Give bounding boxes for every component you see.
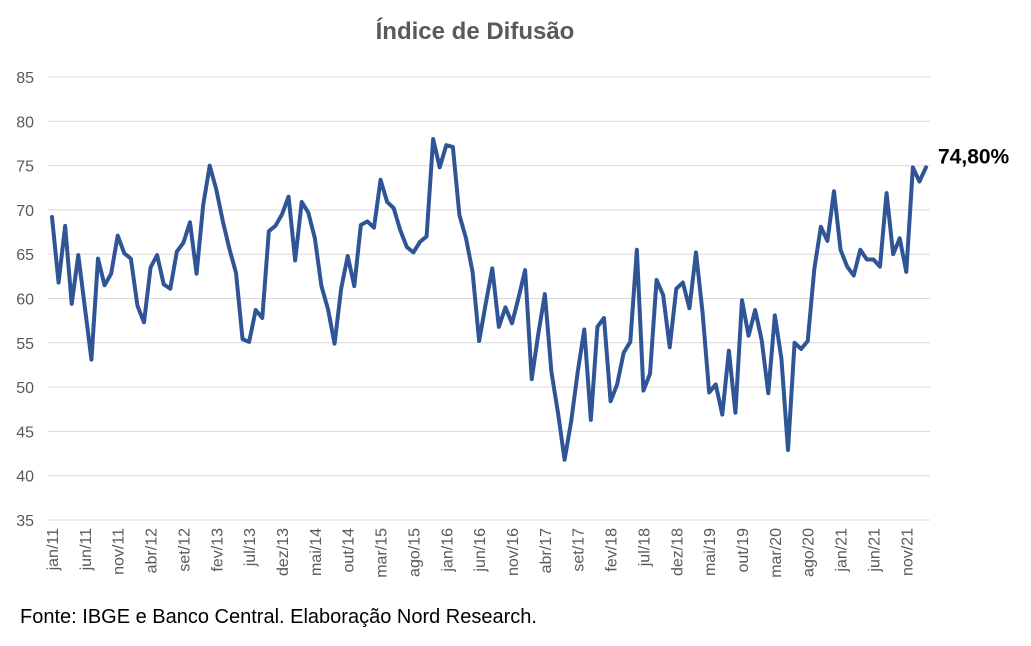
x-tick-label: jun/21 [866,528,883,573]
y-tick-label: 70 [16,203,34,220]
x-tick-label: nov/11 [111,528,128,575]
x-tick-label: ago/15 [406,528,423,577]
last-value-label: 74,80% [938,145,1010,168]
source-note: Fonte: IBGE e Banco Central. Elaboração … [20,606,537,628]
chart-title: Índice de Difusão [375,18,575,45]
x-tick-label: fev/13 [209,528,226,572]
y-tick-label: 75 [16,159,34,176]
y-axis-ticks: 35 40 45 50 55 60 65 70 75 80 85 [16,70,34,530]
y-tick-label: 65 [16,247,34,264]
x-tick-label: jan/21 [834,528,851,573]
annotation-layer: 74,80% [938,145,1010,168]
x-tick-label: set/17 [571,528,588,572]
y-tick-label: 45 [16,424,34,441]
x-tick-label: jul/18 [636,528,653,567]
y-tick-label: 55 [16,336,34,353]
y-tick-label: 60 [16,292,34,309]
y-tick-label: 35 [16,513,34,530]
x-tick-label: mar/15 [374,528,391,578]
y-tick-label: 40 [16,469,34,486]
x-tick-label: jan/16 [439,528,456,573]
x-tick-label: out/19 [735,528,752,573]
x-tick-label: abr/17 [538,528,555,573]
x-tick-label: ago/20 [801,528,818,577]
x-tick-label: out/14 [341,528,358,573]
x-tick-label: nov/21 [899,528,916,576]
x-tick-label: dez/18 [669,528,686,576]
x-tick-label: nov/16 [505,528,522,576]
x-axis-ticks: jan/11 jun/11 nov/11 abr/12 set/12 fev/13 jul/… [45,528,916,578]
x-tick-label: jul/13 [242,528,259,567]
x-tick-label: fev/18 [604,528,621,572]
x-tick-label: dez/13 [275,528,292,576]
x-tick-label: abr/12 [144,528,161,573]
series-layer [50,137,928,462]
x-tick-label: mai/19 [702,528,719,576]
x-tick-label: mai/14 [308,528,325,576]
x-tick-label: mar/20 [768,528,785,578]
series-line [50,137,928,462]
y-tick-label: 80 [16,114,34,131]
y-tick-label: 50 [16,380,34,397]
x-tick-label: jun/16 [472,528,489,573]
x-tick-label: jan/11 [45,528,62,572]
x-tick-label: set/12 [176,528,193,572]
y-tick-label: 85 [16,70,34,87]
gridlines [48,76,930,521]
x-tick-label: jun/11 [78,528,95,572]
